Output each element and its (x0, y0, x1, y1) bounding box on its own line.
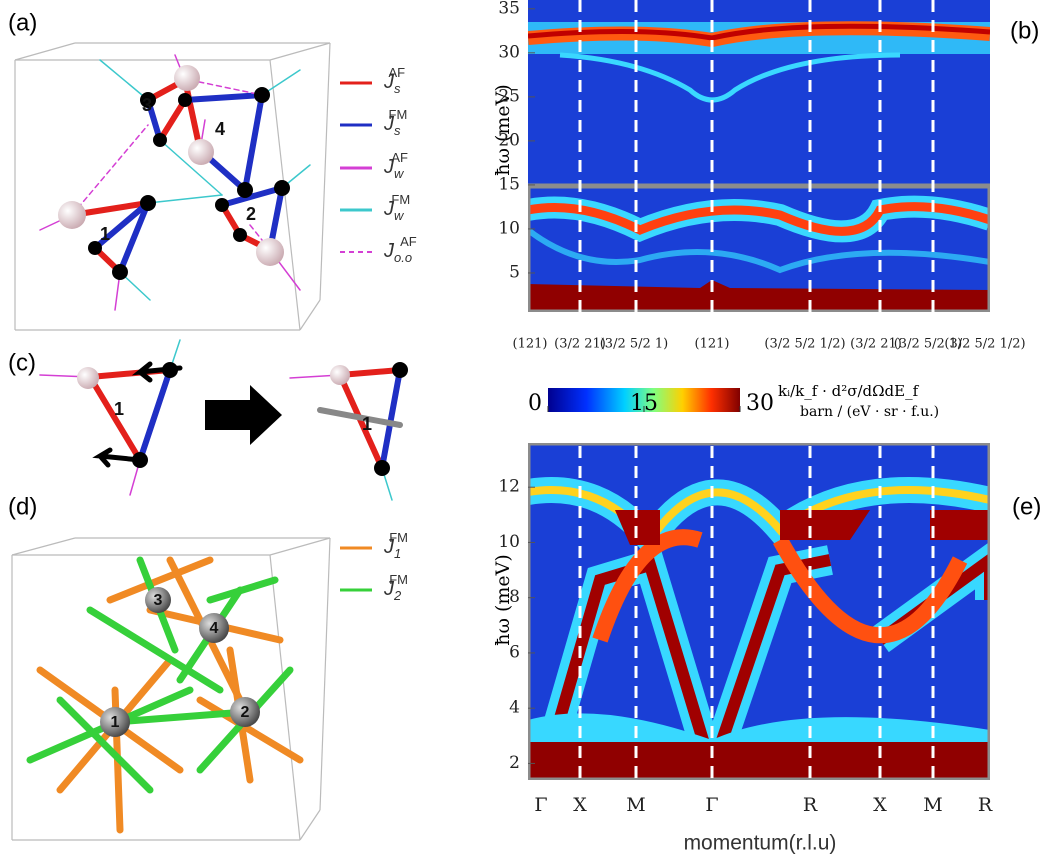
x-tick-label: (121) (513, 337, 548, 352)
legend-sup: AF (400, 234, 417, 249)
y-tick-label: 10 (498, 532, 520, 552)
y-tick-label: 35 (498, 0, 520, 18)
legend-symbol: J (383, 156, 395, 178)
spin-diagram (39, 339, 408, 501)
legend-symbol: J (383, 71, 395, 93)
x-tick-label: (3/2 5/2 1/2) (764, 337, 845, 352)
legend-symbol: J (383, 240, 395, 262)
legend-sub: o.o (394, 250, 412, 265)
x-tick-label: (3/2 21) (850, 337, 902, 352)
y-tick-label: 10 (498, 218, 520, 238)
legend-label: J2FM (383, 572, 408, 603)
legend-label: Jo.oAF (383, 234, 417, 265)
node-label: 1 (111, 714, 120, 731)
x-tick-label: (3/2 5/2 1) (600, 337, 669, 352)
legend-label: JwFM (383, 192, 410, 223)
node-label: 3 (142, 95, 152, 115)
y-tick-label: 15 (498, 174, 520, 194)
legend-sub: 2 (393, 588, 402, 603)
x-tick-label: (3/2 5/2 1/2) (944, 337, 1025, 352)
bond-network (39, 54, 311, 311)
legend-sub: s (394, 123, 401, 138)
colorbar-unit: barn / (eV · sr · f.u.) (800, 404, 939, 420)
legend-sup: FM (389, 107, 408, 122)
y-tick-label: 25 (498, 86, 520, 106)
x-tick-label: X (573, 794, 587, 816)
cube-box (11, 537, 331, 841)
legend-label: J1FM (383, 530, 408, 561)
node-label: 4 (210, 620, 219, 637)
node-label: 1 (362, 414, 372, 434)
x-axis-label: momentum(r.l.u) (684, 832, 837, 855)
x-tick-label: R (978, 794, 993, 816)
node-label: 1 (100, 224, 110, 244)
y-tick-label: 20 (498, 130, 520, 150)
panel-label: (e) (1012, 493, 1041, 520)
x-tick-label: R (803, 794, 818, 816)
legend-sup: AF (391, 150, 408, 165)
legend-sup: FM (389, 530, 408, 545)
y-tick-label: 30 (498, 42, 520, 62)
legend-sup: AF (389, 65, 406, 80)
node-label: 1 (114, 399, 124, 419)
y-axis-label: ħω (meV) (492, 84, 514, 176)
y-axis-label: ħω (meV) (492, 554, 514, 646)
node-label: 3 (154, 592, 163, 609)
panel-label: (c) (8, 349, 36, 376)
colorbar-tick-label: 0 (528, 391, 542, 416)
colorbar-label: kᵢ/k_f · d²σ/dΩdE_f (778, 382, 920, 400)
y-tick-label: 5 (509, 262, 520, 282)
legend-label: JsFM (383, 107, 407, 138)
y-tick-label: 2 (509, 753, 520, 773)
colorbar-axis: 0 15 30 (528, 391, 774, 416)
x-tick-label: M (923, 794, 942, 816)
panel-label: (b) (1010, 17, 1039, 44)
legend-sub: s (394, 81, 401, 96)
colorbar-tick-label: 30 (746, 391, 774, 416)
x-tick-label: (121) (695, 337, 730, 352)
legend-label: JwAF (383, 150, 408, 181)
panel-label: (a) (8, 9, 37, 36)
intensity-map (528, 443, 990, 780)
y-tick-label: 12 (498, 477, 520, 497)
legend-sub: w (394, 166, 405, 181)
x-tick-label: M (626, 794, 645, 816)
legend-symbol: J (383, 198, 395, 220)
x-tick-label: Γ (534, 794, 547, 816)
legend-sub: 1 (394, 546, 401, 561)
node-label: 2 (246, 204, 256, 224)
bond-network (26, 556, 304, 834)
legend-symbol: J (383, 536, 395, 558)
colorbar-tick-label: 15 (630, 391, 658, 416)
x-tick-label: X (873, 794, 887, 816)
legend-symbol: J (383, 113, 395, 135)
legend-sup: FM (389, 572, 408, 587)
x-tick-label: Γ (705, 794, 718, 816)
legend-sup: FM (391, 192, 410, 207)
node-label: 4 (215, 119, 225, 139)
legend-symbol: J (383, 578, 395, 600)
y-tick-label: 6 (509, 642, 520, 662)
y-tick-label: 4 (509, 698, 520, 718)
x-tick-label: (3/2 5/2 1) (894, 337, 963, 352)
legend-sub: w (394, 208, 405, 223)
intensity-map (528, 0, 990, 312)
x-tick-label: (3/2 21) (554, 337, 606, 352)
node-label: 2 (241, 704, 250, 721)
legend-label: JsAF (383, 65, 405, 96)
y-tick-label: 8 (509, 587, 520, 607)
panel-label: (d) (8, 493, 37, 520)
